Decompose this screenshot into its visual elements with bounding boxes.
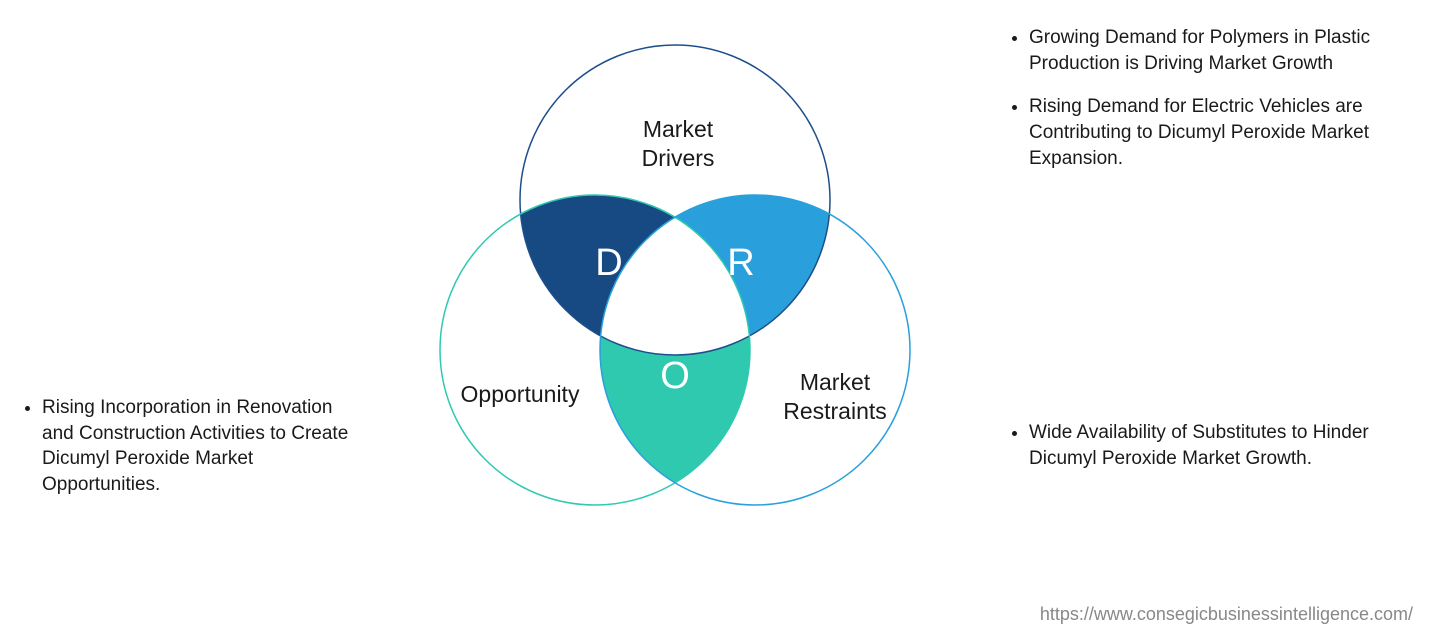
- list-item: Growing Demand for Polymers in Plastic P…: [1029, 25, 1405, 76]
- list-item: Rising Incorporation in Renovation and C…: [42, 395, 358, 498]
- letter-o: O: [660, 355, 690, 397]
- list-item: Wide Availability of Substitutes to Hind…: [1029, 420, 1405, 471]
- opportunity-list: Rising Incorporation in Renovation and C…: [18, 395, 358, 516]
- restraints-list: Wide Availability of Substitutes to Hind…: [1005, 420, 1405, 489]
- drivers-list: Growing Demand for Polymers in Plastic P…: [1005, 25, 1405, 189]
- venn-diagram: D R O Market Drivers Opportunity Market …: [385, 35, 965, 595]
- letter-d: D: [595, 242, 622, 284]
- list-item: Rising Demand for Electric Vehicles are …: [1029, 94, 1405, 171]
- source-url: https://www.consegicbusinessintelligence…: [1040, 604, 1413, 625]
- letter-r: R: [727, 242, 754, 284]
